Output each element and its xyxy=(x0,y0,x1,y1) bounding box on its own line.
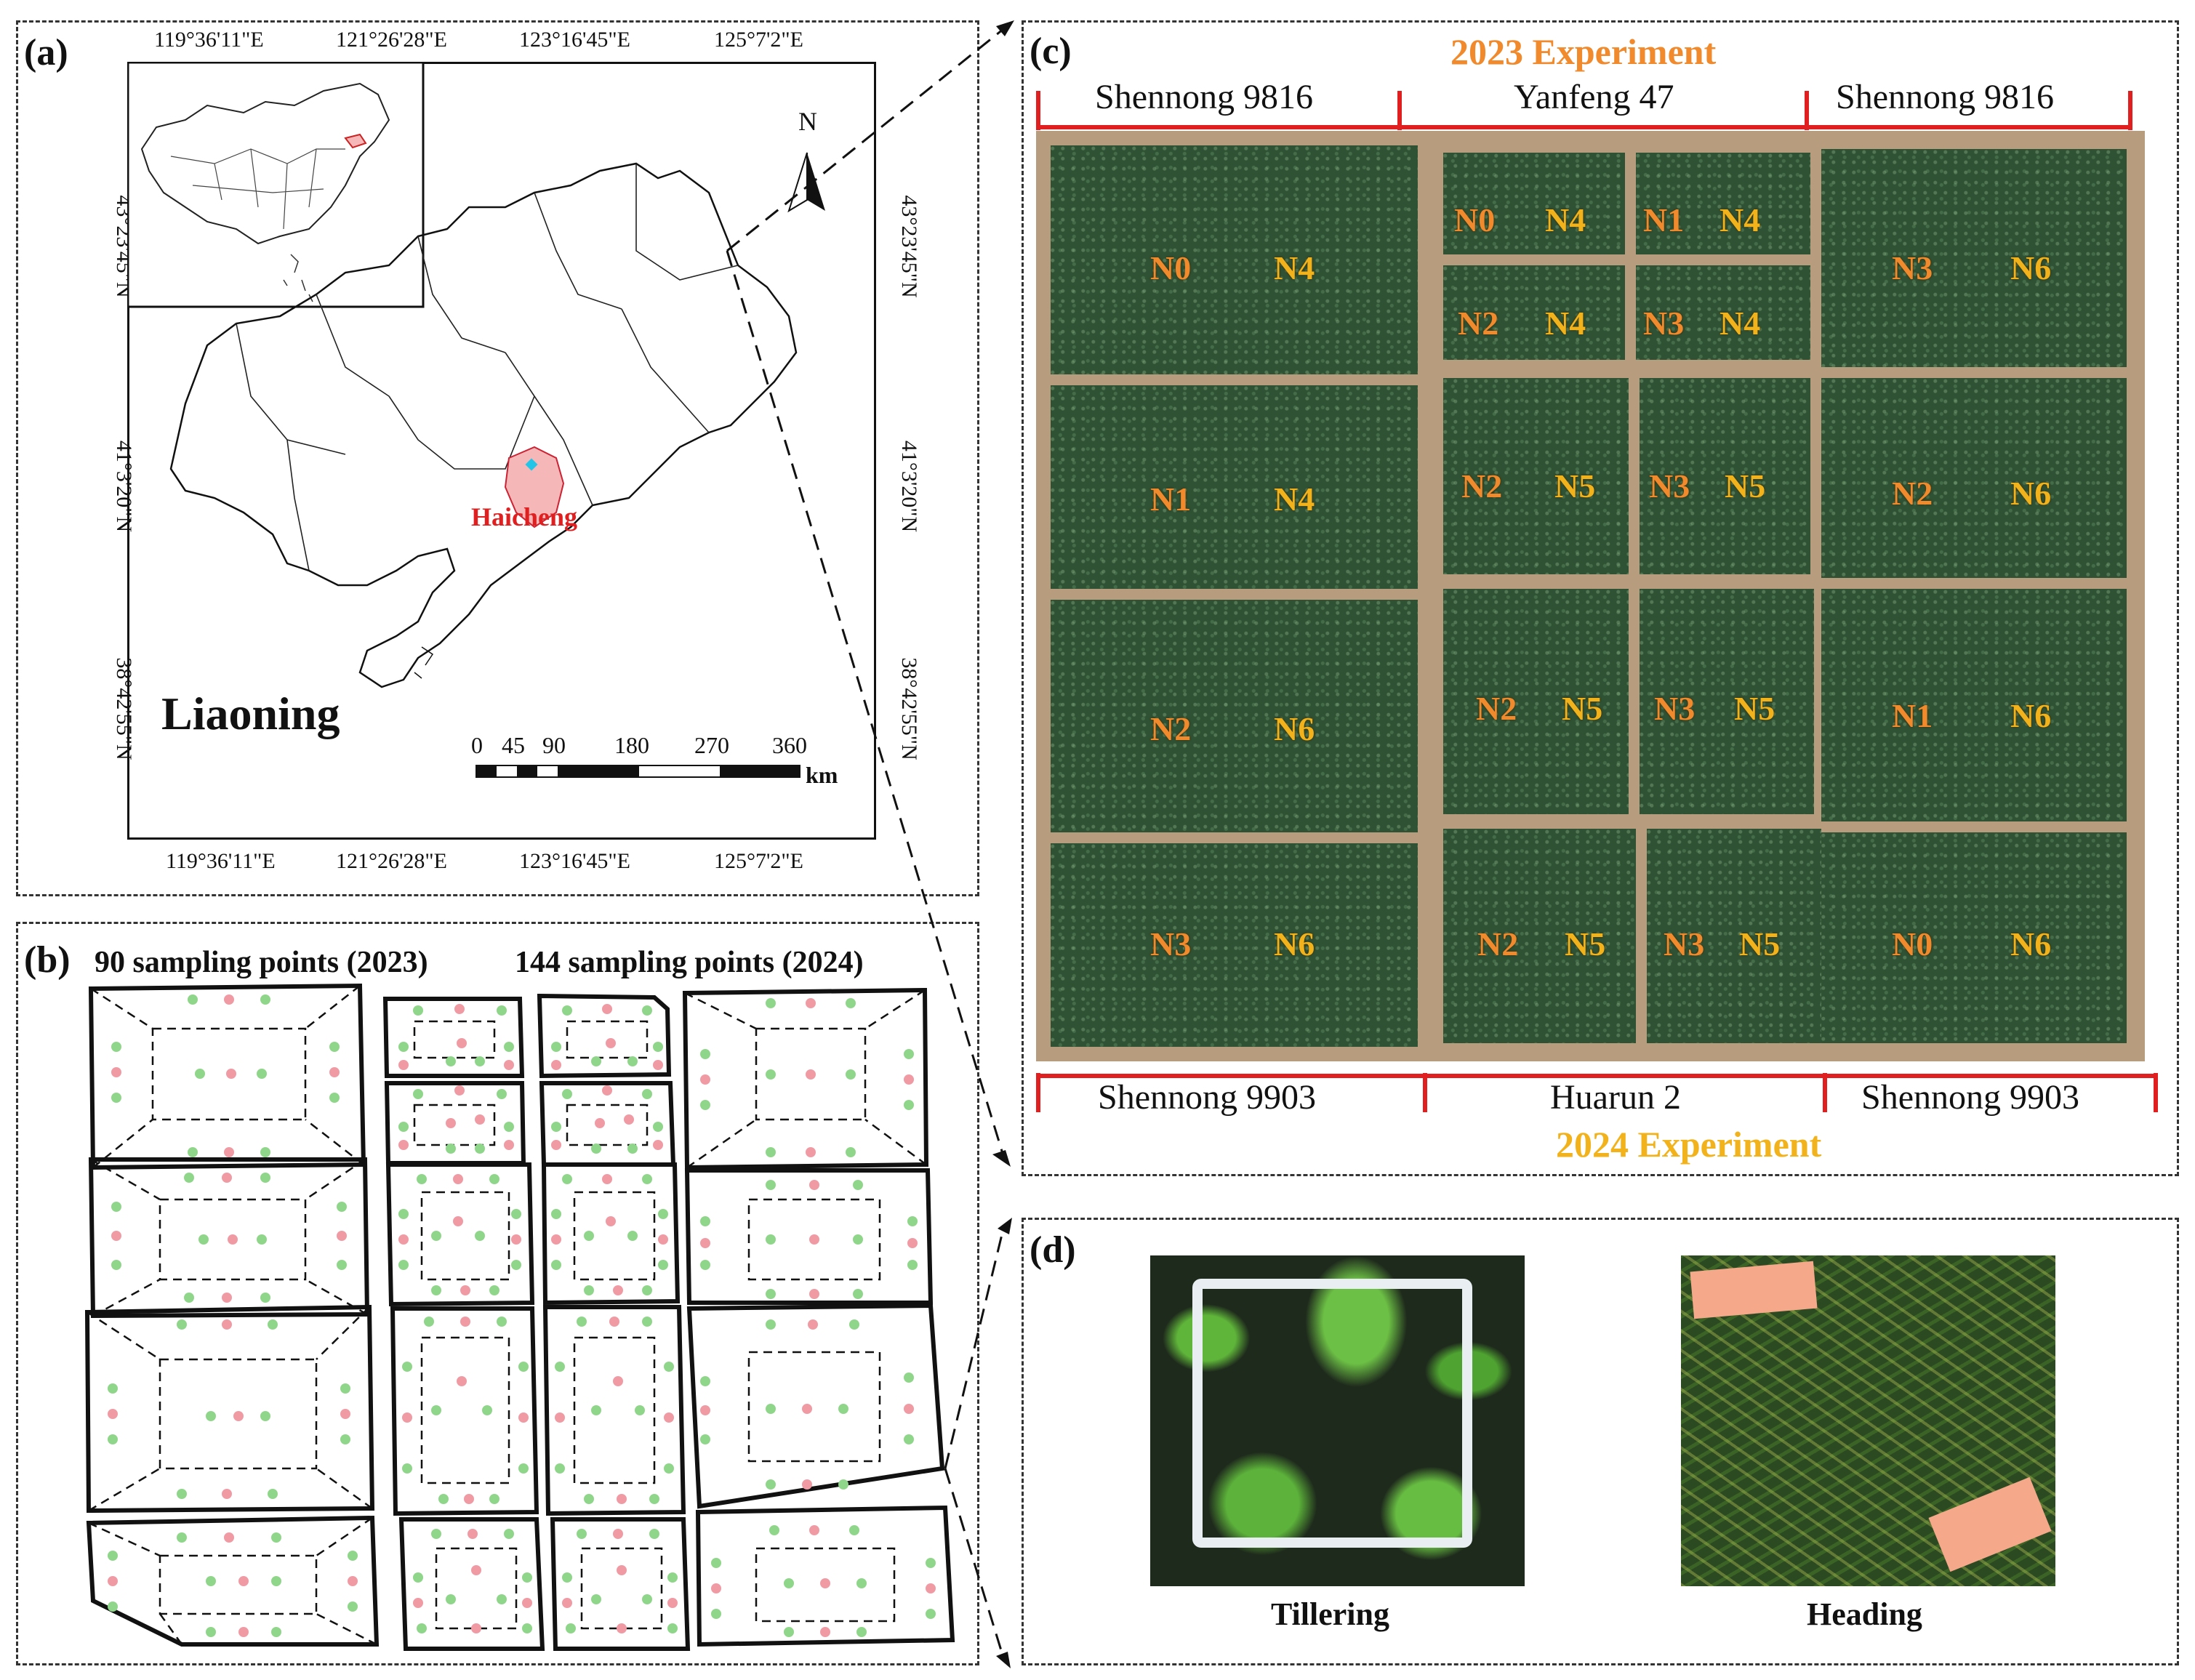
liaoning-map xyxy=(169,152,825,778)
panel-d: (d) xyxy=(1022,1218,2179,1665)
panel-c-label: (c) xyxy=(1030,31,1072,72)
map-top-tick-2: 121°26'28"E xyxy=(336,28,447,52)
panel-a-label: (a) xyxy=(24,32,68,73)
scale-tick-360: 360 xyxy=(772,732,807,758)
bottom-bracket xyxy=(1036,1073,2158,1112)
plot-mid-1-a: N0 xyxy=(1454,201,1496,238)
plot-left-2-b: N4 xyxy=(1274,481,1315,518)
city-label: Haicheng xyxy=(471,502,578,531)
plot-right-2-b: N6 xyxy=(2010,475,2052,512)
tillering-photo xyxy=(1150,1255,1525,1586)
map-bottom-tick-1: 119°36'11"E xyxy=(166,849,276,873)
plot-mid-5-c: N3 xyxy=(1664,925,1705,962)
heading-photo xyxy=(1681,1255,2055,1586)
plot-right-3-b: N6 xyxy=(2010,697,2052,734)
plot-right-2-a: N2 xyxy=(1892,475,1933,512)
plot-mid-5-a: N2 xyxy=(1477,925,1519,962)
experiment-2023-label: 2023 Experiment xyxy=(1450,31,1717,72)
plot-right-4-a: N0 xyxy=(1892,925,1933,962)
caption-2023: 90 sampling points (2023) xyxy=(95,946,428,979)
map-bottom-tick-2: 121°26'28"E xyxy=(336,849,447,873)
map-top-tick-4: 125°7'2"E xyxy=(714,28,803,52)
plot-right-3-a: N1 xyxy=(1892,697,1933,734)
plot-right-1-b: N6 xyxy=(2010,249,2052,286)
panel-b-label: (b) xyxy=(24,939,71,981)
scale-tick-270: 270 xyxy=(694,732,729,758)
plot-mid-3-a: N2 xyxy=(1461,467,1503,505)
plot-mid-3-c: N3 xyxy=(1649,467,1690,505)
plot-left-3-a: N2 xyxy=(1150,710,1192,747)
scale-tick-0: 0 xyxy=(471,732,483,758)
map-bottom-tick-4: 125°7'2"E xyxy=(714,849,803,873)
sampling-layout xyxy=(84,983,955,1651)
aerial-field-photo xyxy=(1036,131,2145,1061)
north-label: N xyxy=(798,107,817,136)
plot-left-4-b: N6 xyxy=(1274,925,1315,962)
plot-mid-4-b: N5 xyxy=(1562,690,1603,727)
scale-tick-45: 45 xyxy=(502,732,525,758)
plot-mid-1-c: N1 xyxy=(1643,201,1685,238)
plot-right-4-b: N6 xyxy=(2010,925,2052,962)
plot-mid-2-d: N4 xyxy=(1720,305,1761,342)
china-inset-map xyxy=(127,62,425,308)
sampling-dots xyxy=(108,994,936,1637)
quadrat-frame xyxy=(1192,1279,1472,1548)
scale-tick-90: 90 xyxy=(542,732,566,758)
bottom-variety-3: Shennong 9903 xyxy=(1861,1078,2079,1117)
plot-left-1-b: N4 xyxy=(1274,249,1315,286)
panel-a: (a) xyxy=(16,20,979,896)
plot-mid-5-d: N5 xyxy=(1739,925,1781,962)
plot-mid-3-b: N5 xyxy=(1554,467,1596,505)
province-label: Liaoning xyxy=(161,688,340,739)
plot-right-1-a: N3 xyxy=(1892,249,1933,286)
plot-mid-4-d: N5 xyxy=(1734,690,1775,727)
plot-mid-4-a: N2 xyxy=(1476,690,1517,727)
plot-mid-1-b: N4 xyxy=(1545,201,1586,238)
plot-mid-2-a: N2 xyxy=(1458,305,1499,342)
panel-b: (b) xyxy=(16,922,979,1665)
top-variety-1: Shennong 9816 xyxy=(1095,78,1313,116)
scale-tick-180: 180 xyxy=(614,732,649,758)
map-top-tick-3: 123°16'45"E xyxy=(519,28,630,52)
plot-mid-2-c: N3 xyxy=(1643,305,1685,342)
map-bottom-tick-3: 123°16'45"E xyxy=(519,849,630,873)
panel-c: (c) xyxy=(1022,20,2179,1176)
plot-mid-2-b: N4 xyxy=(1545,305,1586,342)
heading-caption: Heading xyxy=(1807,1596,1922,1632)
plot-mid-4-c: N3 xyxy=(1654,690,1696,727)
plot-mid-1-d: N4 xyxy=(1720,201,1761,238)
plot-left-2-a: N1 xyxy=(1150,481,1192,518)
tillering-caption: Tillering xyxy=(1271,1596,1389,1632)
map-top-tick-1: 119°36'11"E xyxy=(154,28,264,52)
panel-d-label: (d) xyxy=(1030,1229,1076,1271)
plot-mid-3-d: N5 xyxy=(1725,467,1766,505)
plot-left-4-a: N3 xyxy=(1150,925,1192,962)
plot-left-3-b: N6 xyxy=(1274,710,1315,747)
top-bracket xyxy=(1036,91,2132,130)
scale-unit: km xyxy=(806,762,838,788)
experiment-2024-label: 2024 Experiment xyxy=(1556,1124,1822,1165)
bottom-variety-1: Shennong 9903 xyxy=(1098,1078,1316,1117)
plot-mid-5-b: N5 xyxy=(1565,925,1606,962)
top-variety-3: Shennong 9816 xyxy=(1836,78,2054,116)
top-variety-2: Yanfeng 47 xyxy=(1514,78,1674,116)
bottom-variety-2: Huarun 2 xyxy=(1550,1078,1681,1117)
plot-left-1-a: N0 xyxy=(1150,249,1192,286)
caption-2024: 144 sampling points (2024) xyxy=(515,946,864,979)
